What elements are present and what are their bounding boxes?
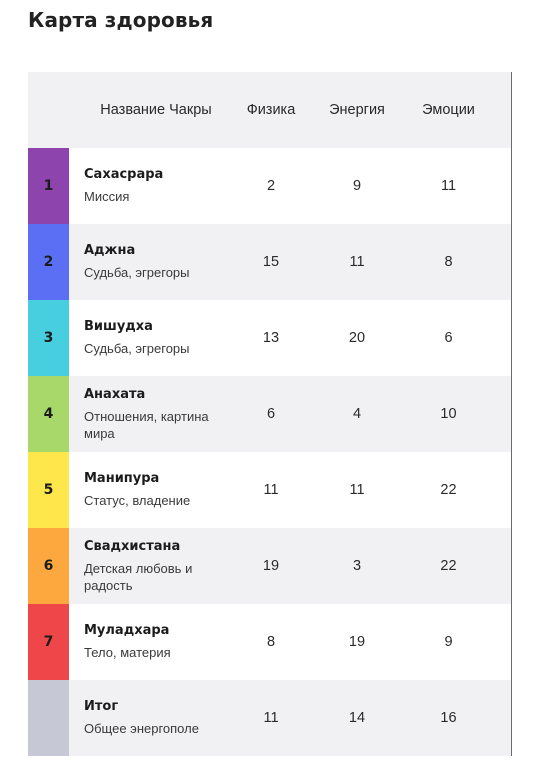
- chakra-subtitle: Тело, материя: [84, 645, 171, 660]
- chakra-subtitle: Миссия: [84, 189, 130, 204]
- chakra-title: Анахата: [84, 386, 146, 402]
- chakra-name-cell: Аджна Судьба, эгрегоры: [69, 224, 228, 300]
- chakra-number: 3: [28, 300, 69, 376]
- energy-value: 19: [348, 634, 366, 650]
- chakra-name-cell: Свадхистана Детская любовь и радость: [69, 528, 228, 604]
- chakra-name-cell: Сахасрара Миссия: [69, 148, 228, 224]
- physics-value: 19: [262, 558, 280, 574]
- energy-value: 11: [349, 482, 365, 498]
- chakra-title: Вишудха: [84, 319, 153, 334]
- energy-value: 11: [349, 254, 365, 270]
- table-row: 1 Сахасрара Миссия 2 9 11: [28, 148, 511, 224]
- table-row: 4 Анахата Отношения, картина мира 6 4 10: [28, 376, 511, 452]
- energy-value: 3: [352, 558, 362, 574]
- emotions-value: 6: [444, 330, 453, 346]
- table-header-row: Название Чакры Физика Энергия Эмоции: [28, 72, 511, 148]
- total-emotions-value: 16: [440, 710, 457, 726]
- energy-value: 20: [348, 330, 366, 346]
- column-header-name-label: Название Чакры: [100, 102, 212, 118]
- emotions-value: 22: [440, 558, 457, 574]
- total-energy-value: 14: [348, 710, 366, 726]
- energy-value: 9: [352, 178, 362, 194]
- chakra-number: 1: [28, 148, 69, 224]
- emotions-value: 10: [440, 406, 457, 422]
- chakra-number: 6: [28, 528, 69, 604]
- physics-value: 8: [266, 634, 276, 650]
- energy-value: 4: [352, 406, 362, 422]
- chakra-subtitle: Отношения, картина мира: [84, 408, 209, 441]
- table-row: 5 Манипура Статус, владение 11 11 22: [28, 452, 511, 528]
- header-num-cell: [28, 72, 69, 148]
- column-header-emotions: Эмоции: [422, 102, 475, 118]
- physics-value: 15: [262, 254, 280, 270]
- chakra-number: 4: [28, 376, 69, 452]
- chakra-title: Свадхистана: [84, 538, 181, 554]
- chakra-title: Аджна: [84, 243, 136, 258]
- table-row: 3 Вишудха Судьба, эгрегоры 13 20 6: [28, 300, 511, 376]
- total-title: Итог: [84, 699, 119, 714]
- column-header-energy: Энергия: [329, 102, 385, 118]
- physics-value: 11: [263, 482, 279, 498]
- physics-value: 2: [266, 178, 276, 194]
- emotions-value: 11: [440, 178, 457, 194]
- chakra-title: Манипура: [84, 471, 160, 486]
- chakra-name-cell: Муладхара Тело, материя: [69, 604, 228, 680]
- total-color-cell: [28, 680, 69, 756]
- emotions-value: 9: [444, 634, 453, 650]
- table-row-total: Итог Общее энергополе 11 14 16: [28, 680, 511, 756]
- chakra-name-cell: Манипура Статус, владение: [69, 452, 228, 528]
- chakra-subtitle: Детская любовь и радость: [84, 560, 193, 593]
- column-header-name: Название Чакры: [69, 72, 228, 148]
- chakra-number: 5: [28, 452, 69, 528]
- chakra-name-cell: Вишудха Судьба, эгрегоры: [69, 300, 228, 376]
- table-row: 2 Аджна Судьба, эгрегоры 15 11 8: [28, 224, 511, 300]
- chakra-title: Муладхара: [84, 623, 170, 638]
- emotions-value: 8: [444, 254, 453, 270]
- total-physics-value: 11: [263, 710, 279, 726]
- emotions-value: 22: [440, 482, 457, 498]
- column-header-physics: Физика: [246, 102, 296, 118]
- chakra-number: 2: [28, 224, 69, 300]
- chakra-subtitle: Судьба, эгрегоры: [84, 265, 190, 280]
- health-map-table: Название Чакры Физика Энергия Эмоции 1 С…: [28, 72, 512, 756]
- physics-value: 6: [266, 406, 276, 422]
- total-name-cell: Итог Общее энергополе: [69, 680, 228, 756]
- total-subtitle: Общее энергополе: [84, 721, 199, 736]
- chakra-name-cell: Анахата Отношения, картина мира: [69, 376, 228, 452]
- chakra-title: Сахасрара: [84, 167, 164, 182]
- table-row: 6 Свадхистана Детская любовь и радость 1…: [28, 528, 511, 604]
- chakra-subtitle: Судьба, эгрегоры: [84, 341, 190, 356]
- physics-value: 13: [262, 330, 280, 346]
- page-title: Карта здоровья: [28, 8, 214, 32]
- table-row: 7 Муладхара Тело, материя 8 19 9: [28, 604, 511, 680]
- chakra-subtitle: Статус, владение: [84, 493, 191, 508]
- chakra-number: 7: [28, 604, 69, 680]
